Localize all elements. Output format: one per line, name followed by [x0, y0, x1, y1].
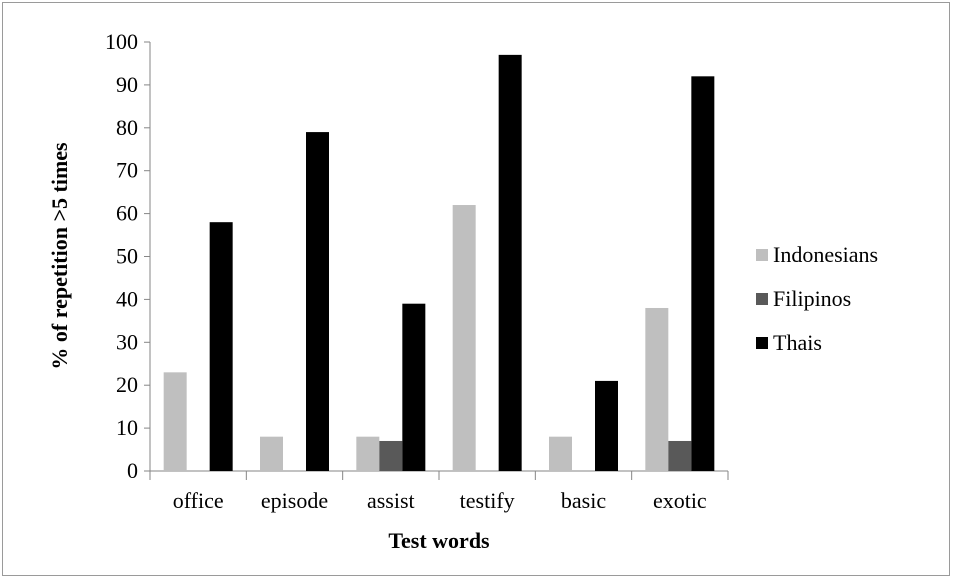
bar-filipinos-exotic [668, 440, 692, 471]
legend-label-thais: Thais [773, 330, 822, 355]
y-tick-label: 10 [116, 415, 138, 440]
bar-indonesians-assist [356, 436, 380, 471]
bar-thais-exotic [691, 76, 715, 471]
y-tick-label: 60 [116, 201, 138, 226]
bars [163, 54, 715, 472]
axes [144, 41, 729, 480]
x-tick-label: testify [460, 488, 515, 513]
legend-swatch-thais [756, 337, 768, 349]
y-tick-label: 100 [105, 29, 138, 54]
y-tick-label: 70 [116, 158, 138, 183]
x-tick-label: exotic [653, 488, 707, 513]
bar-thais-assist [402, 303, 426, 471]
y-axis-title: % of repetition >5 times [47, 142, 72, 370]
y-tick-label: 30 [116, 329, 138, 354]
bar-indonesians-exotic [645, 307, 669, 471]
bar-thais-basic [595, 380, 618, 471]
x-tick-label: episode [261, 488, 328, 513]
x-tick-label: assist [367, 488, 415, 513]
bar-indonesians-testify [452, 205, 476, 471]
bar-thais-episode [306, 132, 329, 471]
bar-filipinos-assist [379, 440, 403, 471]
x-tick-label: basic [561, 488, 606, 513]
legend-label-indonesians: Indonesians [773, 242, 878, 267]
y-tick-label: 40 [116, 286, 138, 311]
y-tick-label: 20 [116, 372, 138, 397]
bar-thais-office [209, 222, 233, 471]
x-tick-label: office [173, 488, 224, 513]
legend: Indonesians Filipinos Thais [756, 242, 878, 355]
bar-thais-testify [498, 54, 522, 472]
y-tick-label: 50 [116, 244, 138, 269]
bar-indonesians-episode [260, 436, 283, 471]
y-tick-label: 80 [116, 115, 138, 140]
x-axis-title: Test words [388, 528, 490, 553]
bar-indonesians-basic [549, 436, 572, 471]
y-tick-label: 0 [127, 458, 138, 483]
legend-swatch-indonesians [756, 249, 768, 261]
tick-labels: 0 10 20 30 40 50 60 70 80 90 100 office episode assis… [105, 29, 707, 513]
legend-label-filipinos: Filipinos [773, 286, 851, 311]
bar-indonesians-office [163, 372, 187, 471]
legend-swatch-filipinos [756, 293, 768, 305]
y-tick-label: 90 [116, 72, 138, 97]
